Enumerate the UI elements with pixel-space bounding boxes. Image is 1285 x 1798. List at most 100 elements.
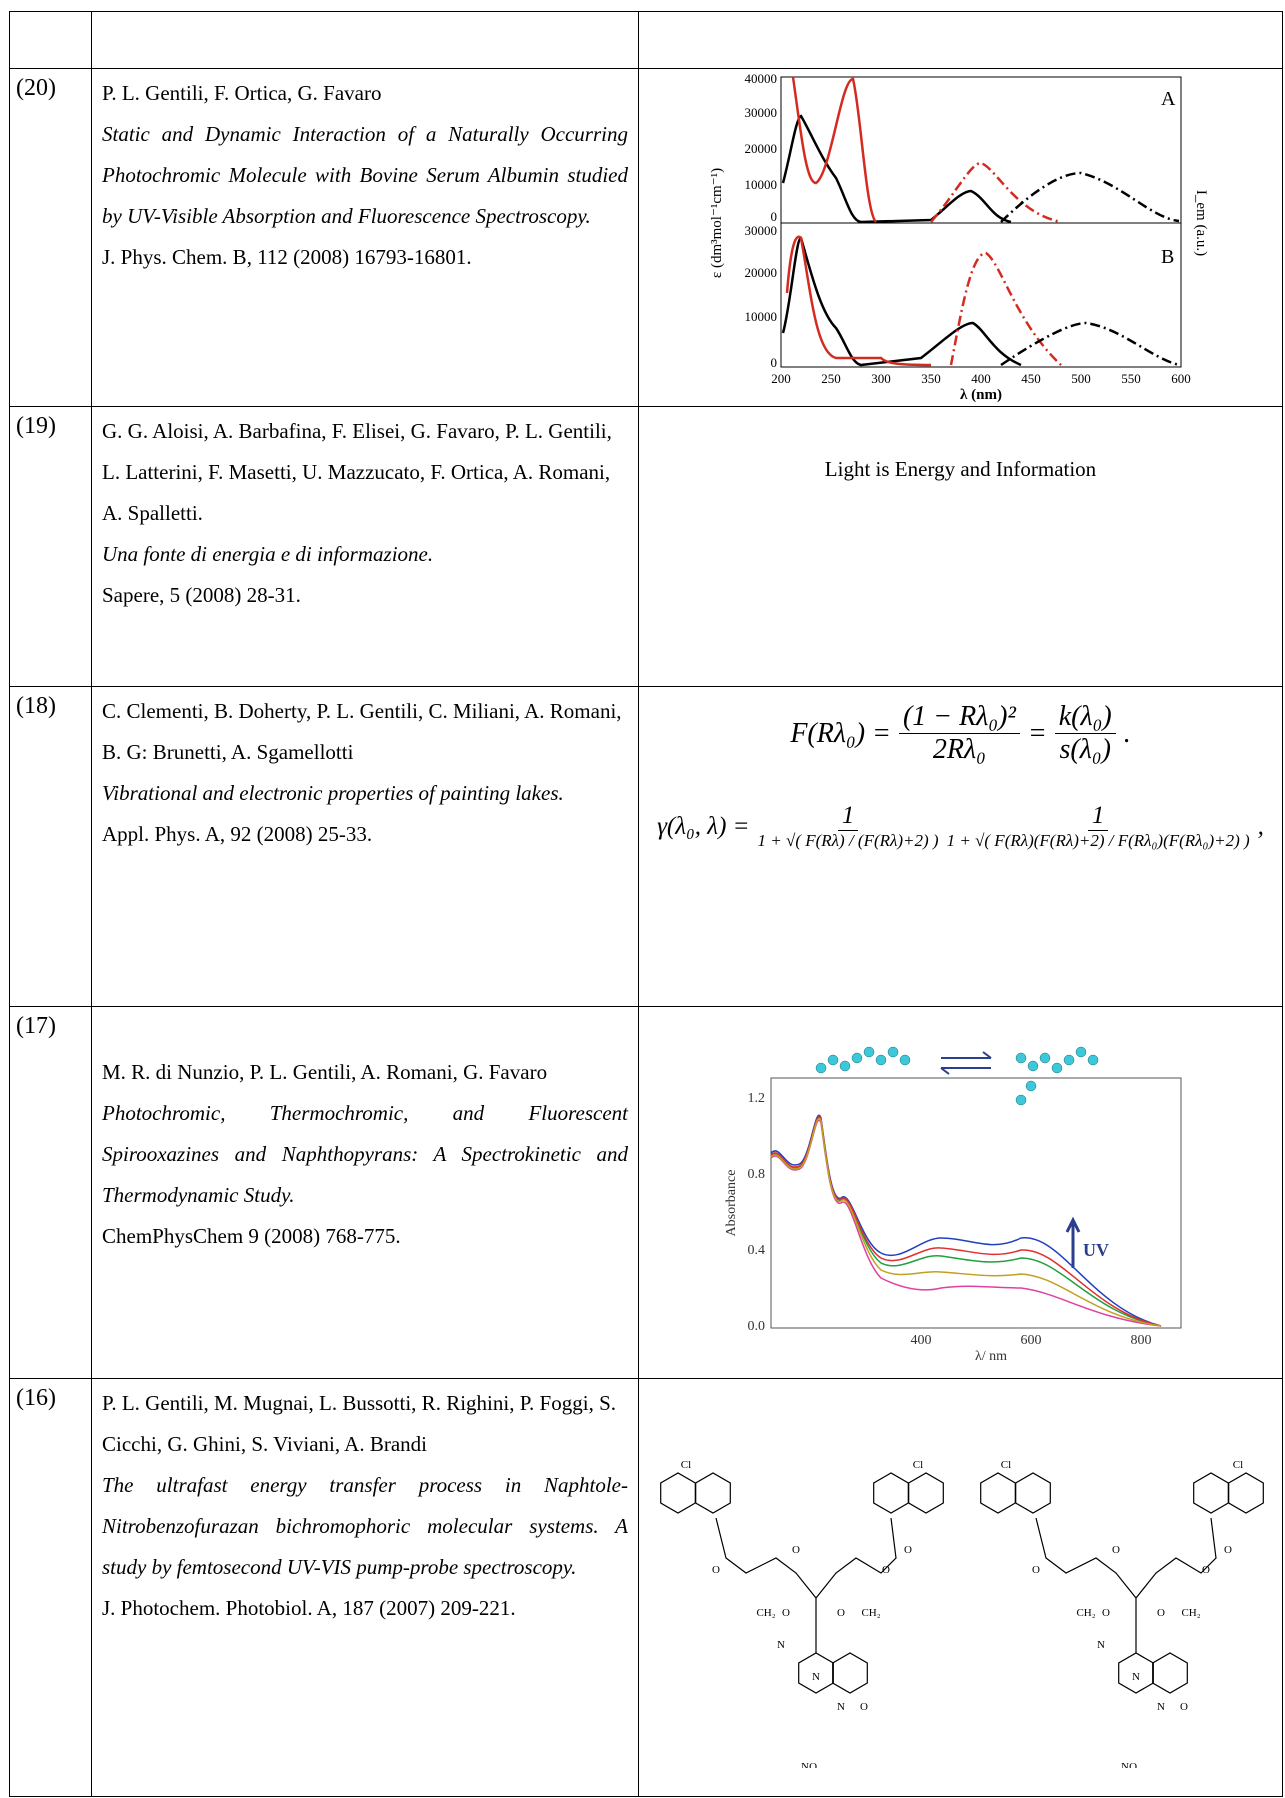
atom-label: CH₂ — [1076, 1607, 1095, 1619]
panel-label: B — [1161, 246, 1174, 268]
y-axis-label: ε (dm³mol⁻¹cm⁻¹) — [709, 167, 725, 277]
row: (20) P. L. Gentili, F. Ortica, G. Favaro… — [10, 69, 1283, 407]
x-tick-label: 500 — [1071, 371, 1091, 386]
y2-axis-label: I_em (a.u.) — [1193, 189, 1209, 255]
atom-label: O — [904, 1544, 912, 1556]
row-number: (19) — [10, 407, 92, 687]
ring — [908, 1473, 943, 1513]
atom-label: NO₂ — [801, 1761, 821, 1768]
atom-label: N — [812, 1671, 820, 1683]
spectrum-figure: 40000 30000 20000 10000 0 30000 20000 10… — [701, 73, 1221, 403]
denominator: 1 + √( F(Rλ)(F(Rλ)+2) / F(Rλ₀)(F(Rλ₀)+2)… — [947, 831, 1250, 851]
y-tick-label: 1.2 — [747, 1091, 765, 1106]
row: (19) G. G. Aloisi, A. Barbafina, F. Elis… — [10, 407, 1283, 687]
x-tick-label: 800 — [1130, 1333, 1151, 1348]
y-tick-label: 0 — [770, 209, 777, 224]
ring — [695, 1473, 730, 1513]
y-tick-label: 0.8 — [747, 1167, 765, 1182]
x-tick-label: 400 — [971, 371, 991, 386]
atom-label: NO₂ — [1121, 1761, 1141, 1768]
atom-label: O — [1102, 1607, 1110, 1619]
atom-label: O — [837, 1607, 845, 1619]
y-tick-label: 30000 — [744, 223, 777, 238]
atom-label: O — [1157, 1607, 1165, 1619]
atom-label: Cl — [1232, 1459, 1242, 1471]
ring — [1193, 1473, 1228, 1513]
y-tick-label: 10000 — [744, 177, 777, 192]
row: (16) P. L. Gentili, M. Mugnai, L. Bussot… — [10, 1379, 1283, 1797]
journal: ChemPhysChem 9 (2008) 768-775. — [102, 1216, 628, 1257]
x-axis-label: λ (nm) — [960, 387, 1002, 403]
y-tick-label: 40000 — [744, 73, 777, 86]
eq-part: . — [1124, 718, 1131, 750]
atom-label: O — [882, 1564, 890, 1576]
y-tick-label: 0.4 — [747, 1243, 765, 1258]
panel-label: A — [1161, 88, 1176, 110]
denominator: s(λ₀) — [1060, 734, 1111, 766]
denominator: 2Rλ₀ — [933, 734, 986, 766]
arrow-label: UV — [1083, 1240, 1109, 1260]
ring — [1228, 1473, 1263, 1513]
row-number: (20) — [10, 69, 92, 407]
denominator: 1 + √( F(Rλ) / (F(Rλ)+2) ) — [758, 831, 939, 851]
row: (17) M. R. di Nunzio, P. L. Gentili, A. … — [10, 1007, 1283, 1379]
y-tick-label: 30000 — [744, 105, 777, 120]
figure-caption: Light is Energy and Information — [639, 407, 1283, 687]
numerator: k(λ₀) — [1055, 701, 1116, 734]
row-number: (17) — [10, 1007, 92, 1379]
paper-title: The ultrafast energy transfer process in… — [102, 1465, 628, 1588]
atom-label: CH₂ — [861, 1607, 880, 1619]
atom-label: N — [1132, 1671, 1140, 1683]
bond — [716, 1518, 896, 1653]
ring — [660, 1473, 695, 1513]
row: (18) C. Clementi, B. Doherty, P. L. Gent… — [10, 687, 1283, 1007]
authors: M. R. di Nunzio, P. L. Gentili, A. Roman… — [102, 1052, 628, 1093]
ring — [1152, 1653, 1187, 1693]
atom-label: CH₂ — [1181, 1607, 1200, 1619]
eq-part: , — [1258, 813, 1264, 841]
eq-part: = — [1028, 718, 1047, 750]
atom-label: O — [1202, 1564, 1210, 1576]
y-tick-label: 0.0 — [747, 1319, 765, 1334]
journal: Sapere, 5 (2008) 28-31. — [102, 575, 628, 616]
atom-label: O — [712, 1564, 720, 1576]
y-tick-label: 20000 — [744, 141, 777, 156]
y-tick-label: 0 — [770, 355, 777, 370]
atom-label: N — [777, 1639, 785, 1651]
journal: J. Phys. Chem. B, 112 (2008) 16793-16801… — [102, 237, 628, 278]
atom-label: O — [1224, 1544, 1232, 1556]
atom-label: N — [837, 1701, 845, 1713]
x-tick-label: 200 — [771, 371, 791, 386]
numerator: (1 − Rλ₀)² — [899, 701, 1020, 734]
y-axis-label: Absorbance — [724, 1169, 739, 1236]
eq-part: γ(λ₀, λ) = — [657, 813, 749, 841]
paper-title: Photochromic, Thermochromic, and Fluores… — [102, 1093, 628, 1216]
atom-label: O — [1032, 1564, 1040, 1576]
atom-label: N — [1157, 1701, 1165, 1713]
paper-title: Una fonte di energia e di informazione. — [102, 534, 628, 575]
absorbance-figure: 1.2 0.8 0.4 0.0 400 600 800 λ/ nm Absorb… — [721, 1038, 1201, 1368]
ring — [873, 1473, 908, 1513]
x-tick-label: 600 — [1020, 1333, 1041, 1348]
journal: J. Photochem. Photobiol. A, 187 (2007) 2… — [102, 1588, 628, 1629]
atom-label: O — [860, 1701, 868, 1713]
ring — [1015, 1473, 1050, 1513]
x-tick-label: 550 — [1121, 371, 1141, 386]
row-number: (18) — [10, 687, 92, 1007]
publication-table: (20) P. L. Gentili, F. Ortica, G. Favaro… — [9, 11, 1283, 1797]
paper-title: Vibrational and electronic properties of… — [102, 773, 628, 814]
y-tick-label: 10000 — [744, 309, 777, 324]
eq-part: F(Rλ₀) = — [790, 718, 891, 750]
numerator: 1 — [838, 802, 859, 831]
ring — [980, 1473, 1015, 1513]
x-tick-label: 600 — [1171, 371, 1191, 386]
paper-title: Static and Dynamic Interaction of a Natu… — [102, 114, 628, 237]
row-number: (16) — [10, 1379, 92, 1797]
atom-label: N — [1097, 1639, 1105, 1651]
x-tick-label: 250 — [821, 371, 841, 386]
atom-label: O — [782, 1607, 790, 1619]
atom-label: Cl — [912, 1459, 922, 1471]
